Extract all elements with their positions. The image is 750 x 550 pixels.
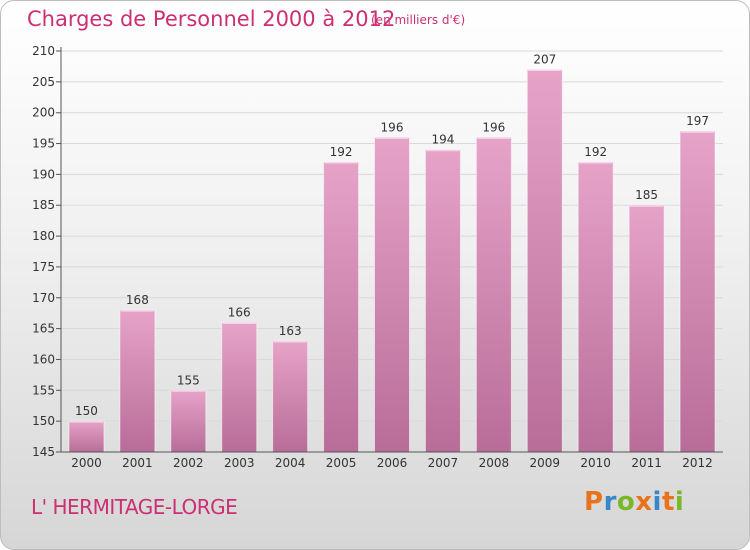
bar-2005 <box>323 161 360 453</box>
x-tick-label-2000: 2000 <box>71 456 102 470</box>
bar-2009 <box>526 69 563 453</box>
y-tick-label: 190 <box>32 167 55 181</box>
y-tick-label: 145 <box>32 445 55 459</box>
y-tick-label: 150 <box>32 414 55 428</box>
data-label-2001: 168 <box>126 293 149 307</box>
y-tick-label: 165 <box>32 322 55 336</box>
x-tick-label-2011: 2011 <box>631 456 662 470</box>
logo-letter: t <box>661 487 675 517</box>
data-label-2009: 207 <box>533 53 556 67</box>
x-tick-label-2010: 2010 <box>580 456 611 470</box>
logo-letter: x <box>635 487 653 517</box>
bar-2002 <box>170 389 207 453</box>
y-tick-label: 210 <box>32 44 55 58</box>
y-tick-label: 180 <box>32 229 55 243</box>
data-label-2003: 166 <box>228 305 251 319</box>
x-tick-label-2009: 2009 <box>529 456 560 470</box>
y-tick-label: 175 <box>32 260 55 274</box>
bar-2007 <box>424 149 461 453</box>
x-tick-label-2001: 2001 <box>122 456 153 470</box>
bar-2001 <box>119 309 156 453</box>
town-name: L' HERMITAGE-LORGE <box>31 495 238 519</box>
x-tick-label-2004: 2004 <box>275 456 306 470</box>
data-label-2006: 196 <box>381 120 404 134</box>
y-tick-label: 195 <box>32 137 55 151</box>
bar-2008 <box>475 136 512 453</box>
bar-2010 <box>577 161 614 453</box>
bars <box>68 69 716 453</box>
data-label-2011: 185 <box>635 188 658 202</box>
x-tick-label-2002: 2002 <box>173 456 204 470</box>
logo-letter: r <box>603 487 617 517</box>
logo-letter: P <box>584 487 604 517</box>
data-label-2005: 192 <box>330 145 353 159</box>
x-tick-label-2003: 2003 <box>224 456 255 470</box>
bar-2012 <box>679 130 716 453</box>
bar-2000 <box>68 420 105 453</box>
data-label-2010: 192 <box>584 145 607 159</box>
y-tick-label: 160 <box>32 352 55 366</box>
bar-2006 <box>374 136 410 453</box>
data-label-2007: 194 <box>431 133 454 147</box>
chart-subtitle: (en milliers d'€) <box>371 13 466 27</box>
data-label-2004: 163 <box>279 324 302 338</box>
bar-2011 <box>628 204 665 453</box>
bar-2004 <box>272 340 309 453</box>
x-tick-label-2006: 2006 <box>377 456 408 470</box>
y-tick-label: 170 <box>32 291 55 305</box>
data-label-2012: 197 <box>686 114 709 128</box>
x-tick-label-2012: 2012 <box>682 456 713 470</box>
y-tick-label: 155 <box>32 383 55 397</box>
logo-letter: i <box>674 487 685 517</box>
logo-letter: i <box>652 487 662 517</box>
logo-letter: o <box>616 487 636 517</box>
x-tick-label-2005: 2005 <box>326 456 357 470</box>
x-tick-label-2008: 2008 <box>479 456 510 470</box>
axes <box>56 47 723 453</box>
y-tick-label: 200 <box>32 106 55 120</box>
y-tick-label: 205 <box>32 75 55 89</box>
chart-title: Charges de Personnel 2000 à 2012 <box>27 7 396 31</box>
data-label-2002: 155 <box>177 373 200 387</box>
y-tick-label: 185 <box>32 198 55 212</box>
data-label-2000: 150 <box>75 404 98 418</box>
x-tick-label-2007: 2007 <box>428 456 459 470</box>
bar-2003 <box>221 321 258 453</box>
labels: 145 150 155 160 165 170 175 180 185 190 195 200 205 2… <box>32 44 713 470</box>
proxiti-logo: Proxiti <box>584 487 684 517</box>
data-label-2008: 196 <box>482 120 505 134</box>
